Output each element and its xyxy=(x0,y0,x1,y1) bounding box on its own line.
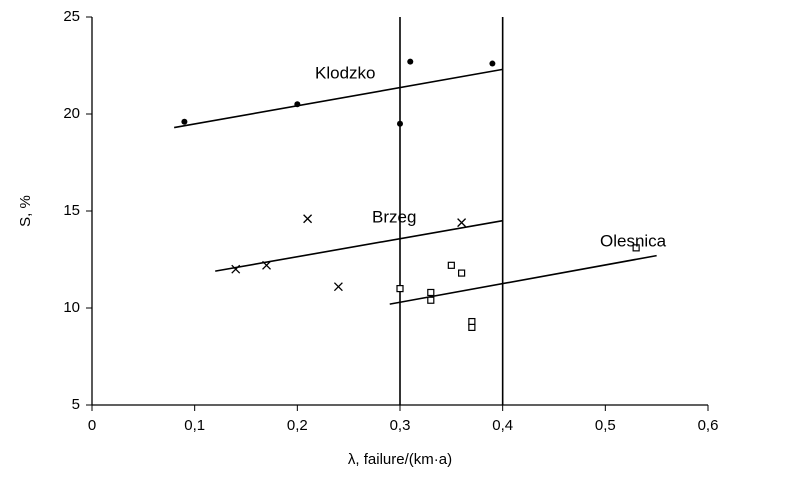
data-point xyxy=(447,261,455,269)
data-point xyxy=(468,317,476,326)
x-tick-label: 0,6 xyxy=(698,417,719,434)
data-point xyxy=(427,296,435,304)
data-point xyxy=(407,58,414,65)
trend-line xyxy=(173,68,503,129)
x-tick-label: 0,4 xyxy=(492,417,513,434)
data-point xyxy=(231,264,241,274)
series-label: Brzeg xyxy=(372,207,416,226)
data-point xyxy=(632,244,640,252)
trend-line xyxy=(215,219,503,272)
data-point xyxy=(468,323,476,331)
y-tick-label: 15 xyxy=(63,202,80,219)
series-label: Klodzko xyxy=(315,63,375,82)
y-tick-label: 25 xyxy=(63,8,80,25)
data-point xyxy=(397,120,403,127)
data-point xyxy=(303,214,313,224)
series-label: Olesnica xyxy=(600,231,667,250)
data-point xyxy=(489,60,496,67)
data-point xyxy=(396,285,404,293)
y-tick-label: 10 xyxy=(63,299,80,316)
data-point xyxy=(294,101,301,108)
x-tick-label: 0,2 xyxy=(287,417,308,434)
x-tick-label: 0,5 xyxy=(595,417,616,434)
y-tick-label: 20 xyxy=(63,105,80,122)
x-tick-label: 0,3 xyxy=(390,417,411,434)
data-point xyxy=(457,218,467,228)
data-point xyxy=(333,282,343,292)
data-point xyxy=(262,260,271,270)
x-tick-label: 0,1 xyxy=(184,417,205,434)
data-point xyxy=(181,118,188,125)
x-tick-label: 0 xyxy=(88,417,96,434)
x-axis-title: λ, failure/(km·a) xyxy=(348,451,452,468)
y-axis-title: S, % xyxy=(17,195,34,227)
data-point xyxy=(427,288,435,297)
y-tick-label: 5 xyxy=(72,396,80,413)
data-point xyxy=(458,269,466,277)
